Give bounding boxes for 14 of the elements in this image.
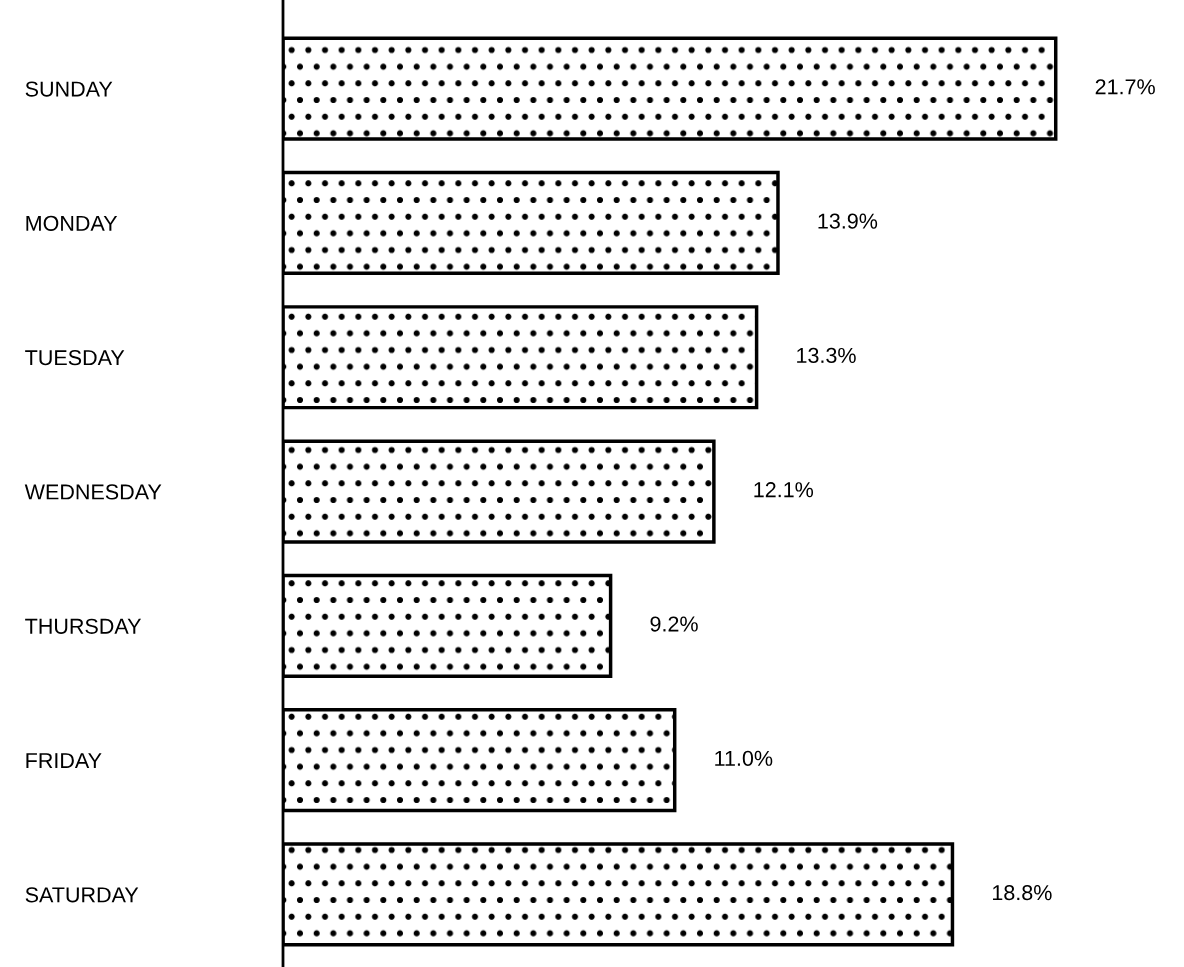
- data-label: 21.7%: [1095, 79, 1155, 95]
- data-label: 9.2%: [650, 616, 698, 632]
- y-tick-label: MONDAY: [26, 215, 118, 231]
- y-tick-label: THURSDAY: [25, 618, 142, 634]
- data-label: 11.0%: [715, 750, 773, 766]
- y-tick-label: SUNDAY: [25, 81, 113, 97]
- y-tick-label: FRIDAY: [26, 753, 102, 768]
- data-label: 18.8%: [992, 885, 1052, 901]
- data-label: 12.1%: [754, 482, 814, 498]
- y-tick-label: TUESDAY: [25, 350, 125, 366]
- y-tick-label: WEDNESDAY: [24, 484, 162, 500]
- data-label: 13.9%: [818, 213, 878, 229]
- y-tick-label: SATURDAY: [25, 887, 139, 903]
- data-label: 13.3%: [797, 347, 856, 364]
